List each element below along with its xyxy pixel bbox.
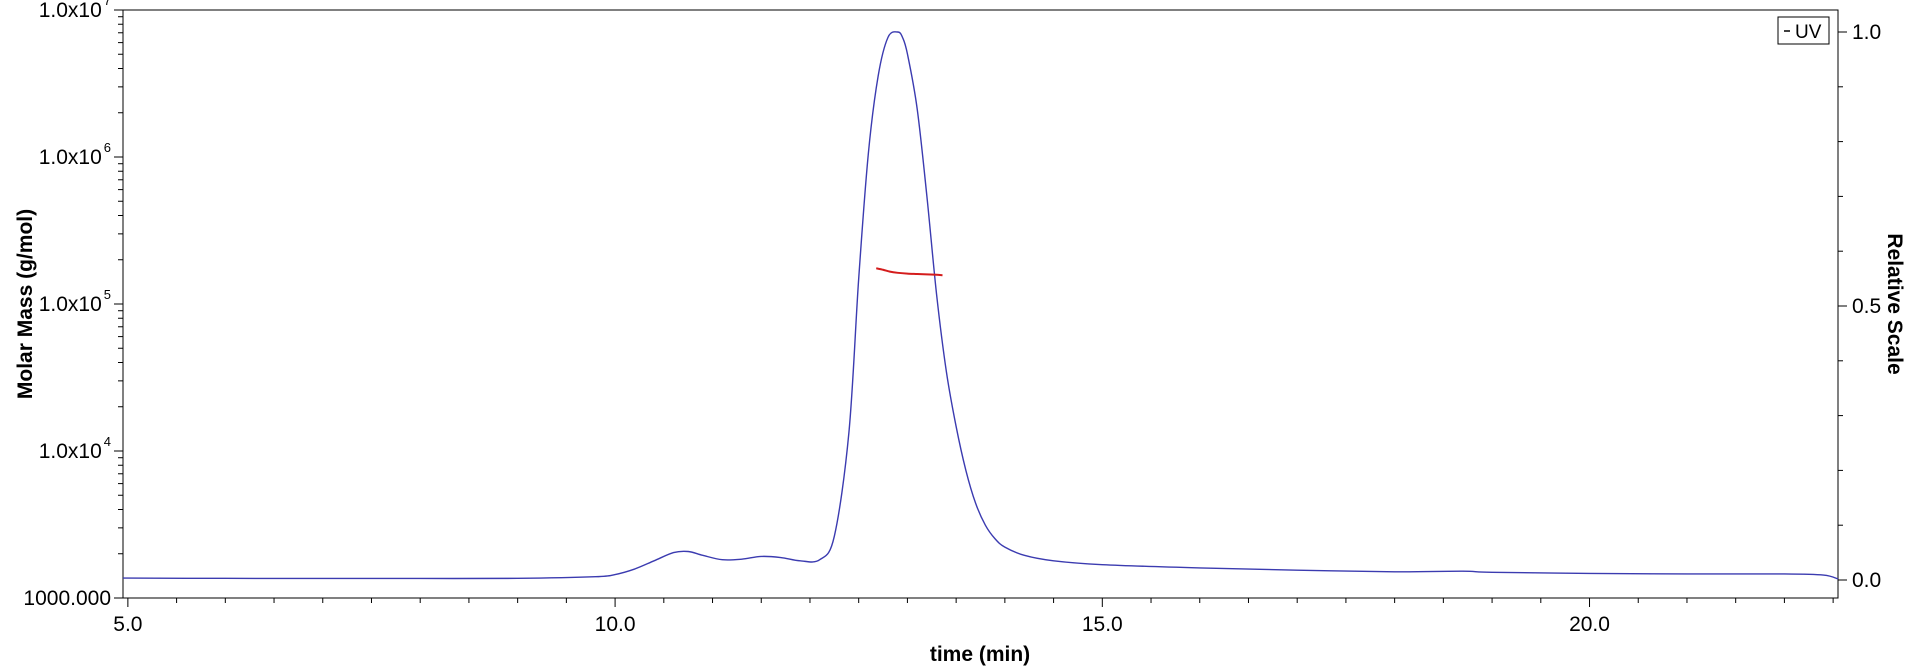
y-left-tick-exponent: 4 xyxy=(104,434,111,449)
x-axis-ticks: 5.0 10.0 15.0 20.0 xyxy=(113,598,1834,636)
y-left-tick-label: 1.0x10 7 xyxy=(39,0,111,22)
plot-area xyxy=(122,9,1839,599)
y-left-tick-label: 1000.000 xyxy=(23,587,111,610)
y-left-tick-exponent: 6 xyxy=(104,140,111,155)
y-right-tick-label: 0.0 xyxy=(1852,569,1881,592)
legend-label: UV xyxy=(1795,22,1822,43)
x-axis-title: time (min) xyxy=(930,643,1030,666)
x-tick-label: 10.0 xyxy=(595,613,636,636)
y-left-axis-title: Molar Mass (g/mol) xyxy=(14,209,37,399)
y-right-axis-title: Relative Scale xyxy=(1883,233,1906,374)
y-right-tick-label: 1.0 xyxy=(1852,21,1881,44)
x-tick-label: 15.0 xyxy=(1082,613,1123,636)
x-tick-label: 20.0 xyxy=(1569,613,1610,636)
series-layer xyxy=(122,31,1839,580)
y-left-tick-label: 1.0x10 4 xyxy=(39,434,111,463)
y-left-tick-exponent: 5 xyxy=(104,287,111,302)
uv-trace-line xyxy=(122,31,1839,580)
molar-mass-line xyxy=(876,267,943,277)
y-left-tick-label: 1.0x10 6 xyxy=(39,140,111,169)
legend: UV xyxy=(1777,16,1830,45)
y-left-tick-label: 1.0x10 5 xyxy=(39,287,111,316)
y-right-axis-ticks: 0.0 0.5 1.0 xyxy=(1838,21,1881,592)
y-right-tick-label: 0.5 xyxy=(1852,295,1881,318)
y-left-axis-ticks: 1000.000 1.0x10 4 1.0x10 5 1.0x10 6 1.0x10 7 xyxy=(23,0,123,610)
y-left-tick-exponent: 7 xyxy=(104,0,111,8)
x-tick-label: 5.0 xyxy=(113,613,142,636)
